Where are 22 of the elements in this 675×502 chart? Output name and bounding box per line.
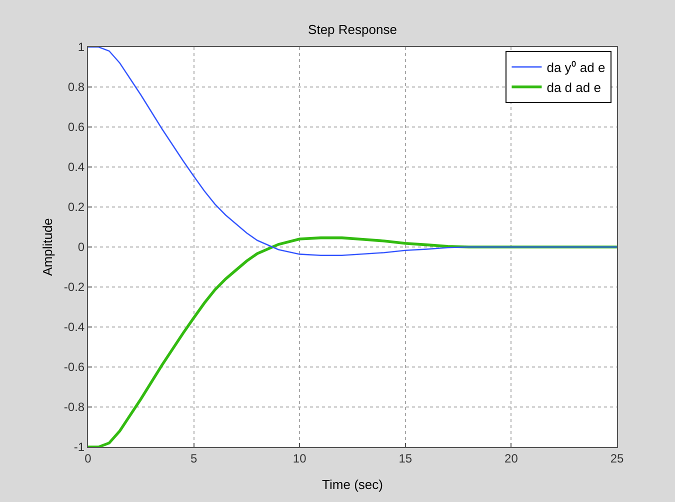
y-tick-label: -1 (74, 440, 85, 454)
y-tick-label: 0.8 (68, 80, 85, 94)
legend-label: da d ad e (546, 80, 601, 95)
x-axis-title: Time (sec) (322, 477, 383, 492)
y-tick-label: -0.4 (64, 320, 85, 334)
y-axis-title: Amplitude (40, 218, 55, 276)
y-tick-label: -0.8 (64, 400, 85, 414)
legend-label: da y⁰ ad e (546, 60, 606, 76)
x-tick-label: 5 (190, 451, 198, 466)
line-series (88, 47, 617, 256)
x-tick-label: 20 (504, 451, 518, 466)
x-tick-label: 25 (610, 451, 624, 466)
y-tick-label: 1 (78, 40, 85, 54)
y-tick-label: -0.2 (64, 280, 85, 294)
chart-title: Step Response (308, 22, 397, 38)
y-tick-label: 0.6 (68, 120, 85, 134)
y-tick-label: 0.2 (68, 200, 85, 214)
y-tick-label: 0 (78, 240, 85, 254)
x-tick-label: 10 (292, 451, 307, 466)
y-tick-label: -0.6 (64, 360, 85, 374)
y-tick-label: 0.4 (68, 160, 85, 174)
x-tick-label: 15 (398, 451, 412, 466)
